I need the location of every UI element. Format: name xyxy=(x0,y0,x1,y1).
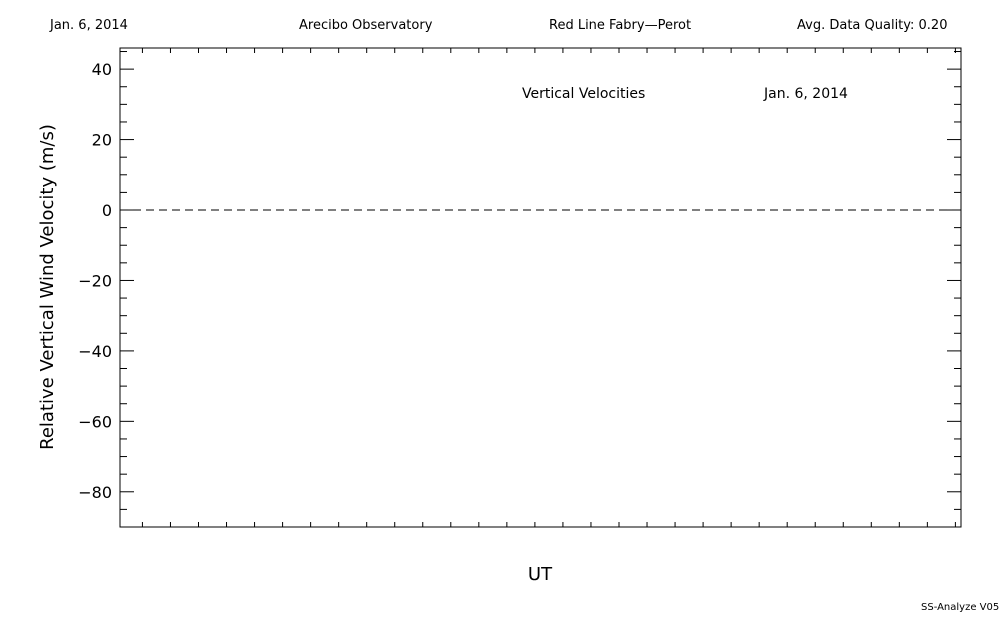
y-tick-label: −80 xyxy=(78,483,112,502)
header-data-quality: Avg. Data Quality: 0.20 xyxy=(797,18,948,33)
y-tick-label: 0 xyxy=(102,201,112,220)
axis-ticks xyxy=(120,48,961,528)
y-tick-label: −20 xyxy=(78,271,112,290)
x-axis-label: UT xyxy=(528,564,553,585)
header-date: Jan. 6, 2014 xyxy=(50,18,128,33)
y-tick-label: 20 xyxy=(92,131,112,150)
chart-date-annotation: Jan. 6, 2014 xyxy=(763,86,848,102)
header-instrument: Red Line Fabry—Perot xyxy=(549,18,692,33)
y-tick-label: 40 xyxy=(92,60,112,79)
y-tick-label: −60 xyxy=(78,412,112,431)
chart-title: Vertical Velocities xyxy=(522,86,645,102)
header-observatory: Arecibo Observatory xyxy=(299,18,433,33)
y-axis-label: Relative Vertical Wind Velocity (m/s) xyxy=(37,124,58,450)
software-version: SS-Analyze V05 xyxy=(921,602,1000,613)
plot-frame xyxy=(119,47,962,528)
y-tick-label: −40 xyxy=(78,342,112,361)
